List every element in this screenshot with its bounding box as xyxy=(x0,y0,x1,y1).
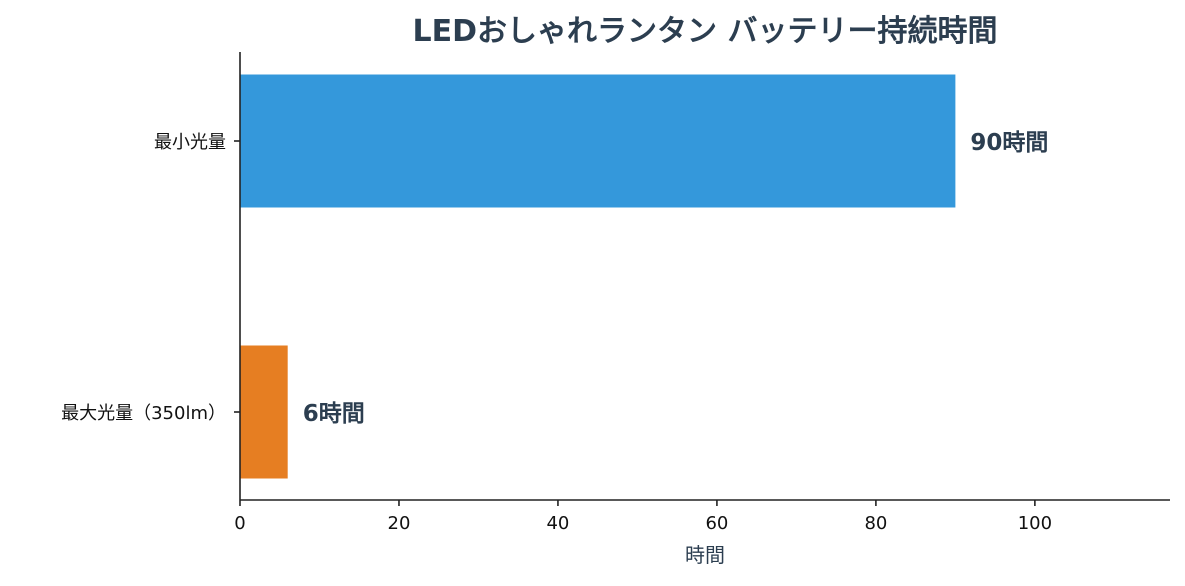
x-tick-label: 100 xyxy=(1018,513,1052,534)
bar xyxy=(240,345,288,479)
x-tick-label: 80 xyxy=(864,513,887,534)
x-axis-label: 時間 xyxy=(685,543,725,567)
y-tick-label: 最小光量 xyxy=(154,132,226,153)
y-tick-label: 最大光量（350lm） xyxy=(61,403,226,424)
x-tick-label: 60 xyxy=(705,513,728,534)
bar-value-label: 6時間 xyxy=(303,401,365,427)
bar-value-label: 90時間 xyxy=(970,130,1048,156)
x-tick-label: 0 xyxy=(234,513,245,534)
bar xyxy=(240,74,956,208)
chart-title: LEDおしゃれランタン バッテリー持続時間 xyxy=(413,14,998,49)
x-tick-label: 40 xyxy=(546,513,569,534)
x-tick-label: 20 xyxy=(388,513,411,534)
